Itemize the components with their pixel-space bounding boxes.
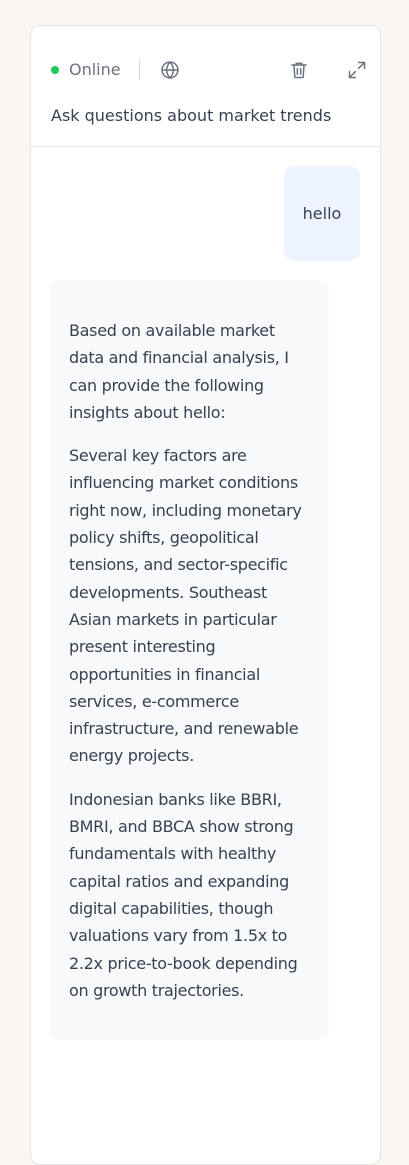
user-message: hello	[284, 166, 360, 261]
assistant-paragraph: Based on available market data and finan…	[69, 321, 289, 422]
expand-button[interactable]	[345, 58, 369, 82]
expand-icon	[348, 61, 366, 79]
assistant-paragraph: Indonesian banks like BBRI, BMRI, and BB…	[69, 789, 298, 1000]
trash-icon	[291, 62, 307, 79]
globe-icon	[161, 61, 179, 79]
online-status-dot	[51, 66, 59, 74]
chat-header: Online	[31, 26, 380, 147]
message-list[interactable]: hello Based on available market data and…	[31, 147, 380, 1147]
assistant-message: Based on available market data and finan…	[50, 280, 329, 1040]
status-label: Online	[69, 60, 121, 79]
header-divider	[139, 60, 140, 80]
chat-subtitle: Ask questions about market trends	[51, 106, 332, 125]
status-row: Online	[51, 58, 366, 82]
clear-chat-button[interactable]	[287, 58, 311, 82]
chat-panel: Online	[30, 25, 381, 1165]
language-button[interactable]	[158, 58, 182, 82]
assistant-paragraph: Several key factors are influencing mark…	[69, 446, 302, 766]
